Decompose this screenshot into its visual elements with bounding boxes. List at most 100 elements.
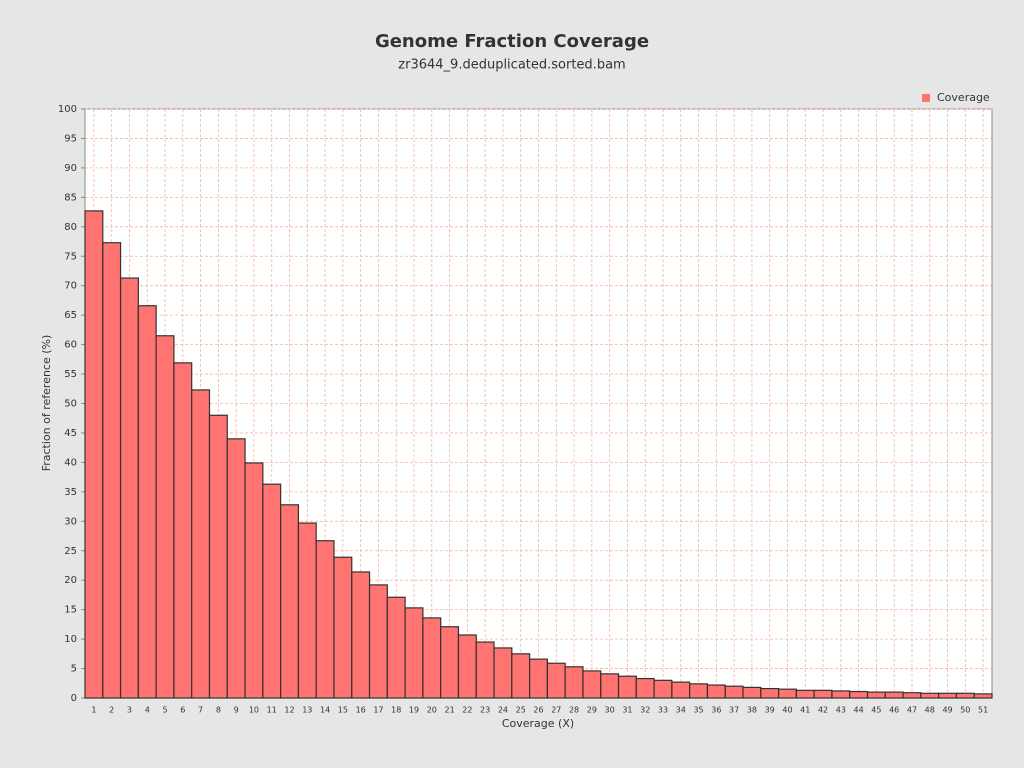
bar <box>742 686 762 699</box>
bar <box>262 483 282 699</box>
bar <box>938 692 958 699</box>
bar <box>208 414 228 699</box>
bar <box>777 688 797 699</box>
x-tick-label: 12 <box>284 706 294 715</box>
bar <box>173 362 193 699</box>
x-tick-label: 46 <box>889 706 899 715</box>
bar <box>902 692 922 699</box>
bar <box>457 634 477 699</box>
x-tick-label: 50 <box>960 706 970 715</box>
x-tick-label: 37 <box>729 706 739 715</box>
y-tick-label: 50 <box>64 399 77 410</box>
bar <box>511 653 531 699</box>
y-tick-label: 0 <box>71 693 77 704</box>
x-tick-label: 40 <box>782 706 792 715</box>
bar <box>137 305 157 699</box>
bar <box>226 438 246 699</box>
bar <box>297 522 317 699</box>
y-tick-label: 45 <box>64 428 77 439</box>
bar <box>368 584 388 699</box>
x-tick-label: 25 <box>516 706 526 715</box>
y-tick-label: 55 <box>64 369 77 380</box>
bar <box>546 662 566 699</box>
x-tick-label: 33 <box>658 706 668 715</box>
bar <box>386 596 406 699</box>
x-tick-label: 30 <box>605 706 615 715</box>
x-tick-label: 9 <box>234 706 239 715</box>
x-tick-label: 36 <box>711 706 721 715</box>
x-tick-label: 3 <box>127 706 132 715</box>
y-tick-label: 65 <box>64 310 77 321</box>
x-tick-label: 14 <box>320 706 330 715</box>
x-tick-label: 31 <box>622 706 632 715</box>
bar <box>475 641 495 699</box>
x-tick-label: 7 <box>198 706 203 715</box>
legend-swatch <box>922 94 930 102</box>
bar <box>102 242 122 699</box>
bar <box>617 675 637 699</box>
bar <box>493 647 513 699</box>
x-tick-label: 23 <box>480 706 490 715</box>
bar <box>600 673 620 699</box>
x-tick-label: 32 <box>640 706 650 715</box>
x-tick-label: 38 <box>747 706 757 715</box>
y-tick-label: 100 <box>58 104 77 115</box>
x-tick-label: 18 <box>391 706 401 715</box>
bar <box>440 626 460 699</box>
x-tick-label: 15 <box>338 706 348 715</box>
y-tick-label: 5 <box>71 664 77 675</box>
bar <box>582 670 602 699</box>
bar <box>333 556 353 699</box>
y-tick-label: 25 <box>64 546 77 557</box>
y-tick-label: 90 <box>64 163 77 174</box>
x-tick-label: 44 <box>854 706 864 715</box>
x-tick-label: 19 <box>409 706 419 715</box>
bar <box>724 685 744 699</box>
x-tick-label: 29 <box>587 706 597 715</box>
bar <box>351 571 371 699</box>
bar <box>920 692 940 699</box>
x-tick-label: 47 <box>907 706 917 715</box>
x-tick-label: 41 <box>800 706 810 715</box>
bar <box>795 689 815 699</box>
y-tick-label: 95 <box>64 133 77 144</box>
x-tick-label: 5 <box>162 706 167 715</box>
x-tick-label: 42 <box>818 706 828 715</box>
bar <box>813 689 833 699</box>
bar <box>564 666 584 699</box>
x-tick-label: 48 <box>925 706 935 715</box>
bar <box>973 693 993 699</box>
bar <box>849 690 869 699</box>
x-tick-label: 17 <box>373 706 383 715</box>
x-tick-label: 27 <box>551 706 561 715</box>
x-tick-label: 11 <box>267 706 277 715</box>
x-tick-label: 13 <box>302 706 312 715</box>
x-tick-label: 21 <box>444 706 454 715</box>
bar <box>119 277 139 699</box>
chart-subtitle: zr3644_9.deduplicated.sorted.bam <box>398 58 625 73</box>
y-axis-label: Fraction of reference (%) <box>40 335 53 472</box>
bar <box>955 692 975 699</box>
y-tick-label: 30 <box>64 516 77 527</box>
x-tick-label: 49 <box>942 706 952 715</box>
bar <box>760 687 780 699</box>
x-tick-label: 24 <box>498 706 508 715</box>
bar <box>155 335 175 699</box>
bar <box>689 683 709 699</box>
bar <box>635 677 655 699</box>
x-tick-label: 51 <box>978 706 988 715</box>
bar <box>866 691 886 699</box>
y-tick-label: 10 <box>64 634 77 645</box>
bar <box>191 389 211 699</box>
chart-title: Genome Fraction Coverage <box>375 31 649 52</box>
bar <box>280 504 300 699</box>
x-tick-label: 28 <box>569 706 579 715</box>
y-tick-label: 85 <box>64 192 77 203</box>
bar <box>84 210 104 699</box>
x-tick-label: 20 <box>427 706 437 715</box>
bar <box>422 617 442 699</box>
x-tick-label: 2 <box>109 706 114 715</box>
y-tick-label: 75 <box>64 251 77 262</box>
y-tick-label: 40 <box>64 457 77 468</box>
